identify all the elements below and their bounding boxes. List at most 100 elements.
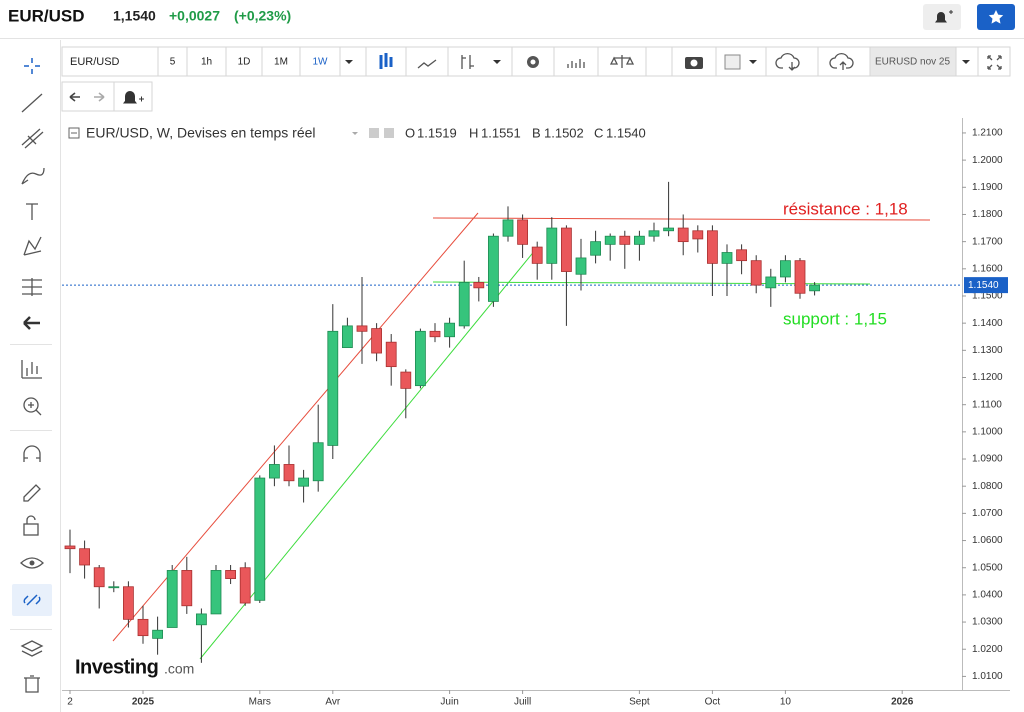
candle-body	[531, 246, 543, 264]
x-tick-label: Juin	[440, 697, 458, 708]
add-alert-icon[interactable]	[123, 91, 144, 104]
candle-body	[195, 613, 207, 626]
load-button[interactable]	[765, 46, 819, 77]
legend-title: EUR/USD, W, Devises en temps réel	[86, 125, 316, 141]
y-tick-label: 1.1800	[972, 209, 1003, 220]
visibility-tool[interactable]	[20, 557, 44, 569]
studies-button[interactable]	[553, 46, 599, 77]
candle-body	[765, 276, 777, 289]
interval-button[interactable]	[261, 46, 301, 77]
candle-body	[79, 548, 90, 566]
candle-body	[137, 618, 149, 637]
toolbar-symbol: EUR/USD	[70, 56, 120, 68]
y-tick-label: 1.0500	[972, 562, 1003, 573]
candle-icon	[379, 53, 393, 69]
chart-tool[interactable]	[21, 360, 42, 379]
x-tick-label: Sept	[629, 697, 650, 708]
measure-tool[interactable]	[22, 278, 42, 296]
dropdown-arrow[interactable]	[345, 60, 353, 64]
candle-body	[648, 230, 660, 237]
candle-body	[634, 235, 645, 245]
layers-tool[interactable]	[20, 640, 44, 657]
indicator-button[interactable]	[405, 46, 449, 77]
crosshair-tool[interactable]	[24, 58, 40, 74]
candle-body	[400, 371, 412, 389]
y-tick-label: 1.2000	[972, 155, 1003, 166]
candle-body	[268, 464, 280, 479]
studies-icon	[567, 59, 585, 68]
alert-icon	[935, 10, 953, 23]
ohlc-value: 1.1502	[544, 125, 584, 140]
candle-body	[458, 281, 470, 327]
candle-body	[794, 260, 806, 294]
x-tick-label: 2025	[132, 697, 155, 708]
y-tick-label: 1.0200	[972, 644, 1003, 655]
support-label: support : 1,15	[783, 309, 887, 328]
dropdown-arrow[interactable]	[749, 60, 757, 64]
link-icon	[23, 594, 41, 606]
collapse-legend[interactable]	[68, 127, 80, 139]
bar-icon	[461, 55, 474, 69]
y-tick-label: 1.0900	[972, 454, 1003, 465]
dropdown-arrow[interactable]	[962, 60, 970, 64]
candle-body	[517, 219, 528, 245]
candle-body	[707, 230, 718, 264]
legend-dropdown[interactable]	[352, 132, 358, 135]
collapse-tool[interactable]	[23, 316, 40, 330]
cloud-down-icon	[775, 52, 800, 71]
line-tool[interactable]	[21, 93, 43, 113]
candle-body	[152, 629, 164, 639]
brush-tool[interactable]	[21, 167, 45, 185]
x-tick-label: 2	[67, 697, 73, 708]
lock-drawing-tool[interactable]	[23, 484, 41, 502]
candle-body	[663, 227, 674, 232]
delete-tool[interactable]	[24, 675, 40, 693]
redo-icon[interactable]	[94, 92, 105, 102]
candle-body	[123, 586, 134, 620]
unlock-shackle	[26, 515, 36, 524]
candle-body	[181, 570, 193, 607]
compare-button[interactable]	[447, 46, 513, 77]
fib-tool[interactable]	[21, 128, 44, 149]
star-icon	[988, 10, 1004, 24]
y-tick-label: 1.1900	[972, 182, 1003, 193]
fullscreen-button[interactable]	[977, 46, 1011, 77]
y-tick-label: 1.1100	[972, 399, 1002, 410]
candle-body	[312, 442, 324, 482]
magnet-tool[interactable]	[23, 445, 41, 462]
candle-body	[371, 328, 383, 354]
candle-body	[487, 235, 499, 302]
contract-box[interactable]	[869, 46, 957, 77]
candle-body	[356, 325, 368, 332]
eye-pupil	[29, 560, 35, 566]
ohlc-key: O	[405, 125, 415, 140]
candle-body	[619, 235, 631, 245]
legend-settings[interactable]	[384, 128, 394, 138]
legend-eye[interactable]	[369, 128, 379, 138]
interval-button[interactable]	[225, 46, 263, 77]
contract: EURUSD nov 25	[875, 57, 950, 68]
text-tool[interactable]	[26, 203, 38, 220]
candle-body	[166, 570, 178, 628]
candle-body	[809, 284, 820, 292]
interval-label: 1M	[274, 57, 288, 68]
pattern-tool[interactable]	[23, 236, 42, 256]
candle-body	[780, 260, 791, 278]
resistance-label: résistance : 1,18	[783, 199, 908, 218]
theme-button[interactable]	[715, 46, 767, 77]
undo-icon[interactable]	[69, 92, 80, 102]
y-tick-label: 1.0400	[972, 590, 1003, 601]
zoom-tool[interactable]	[23, 397, 39, 413]
interval-button[interactable]	[299, 46, 341, 77]
trend-line-up-red	[112, 212, 479, 642]
candle-body	[93, 567, 105, 588]
unlock-tool[interactable]	[23, 523, 39, 536]
gear-hole	[530, 59, 536, 65]
y-tick-label: 1.0100	[972, 671, 1003, 682]
dropdown-arrow[interactable]	[493, 60, 501, 64]
save-button[interactable]	[817, 46, 871, 77]
y-tick-label: 1.1500	[972, 291, 1003, 302]
candle-body	[283, 464, 295, 482]
